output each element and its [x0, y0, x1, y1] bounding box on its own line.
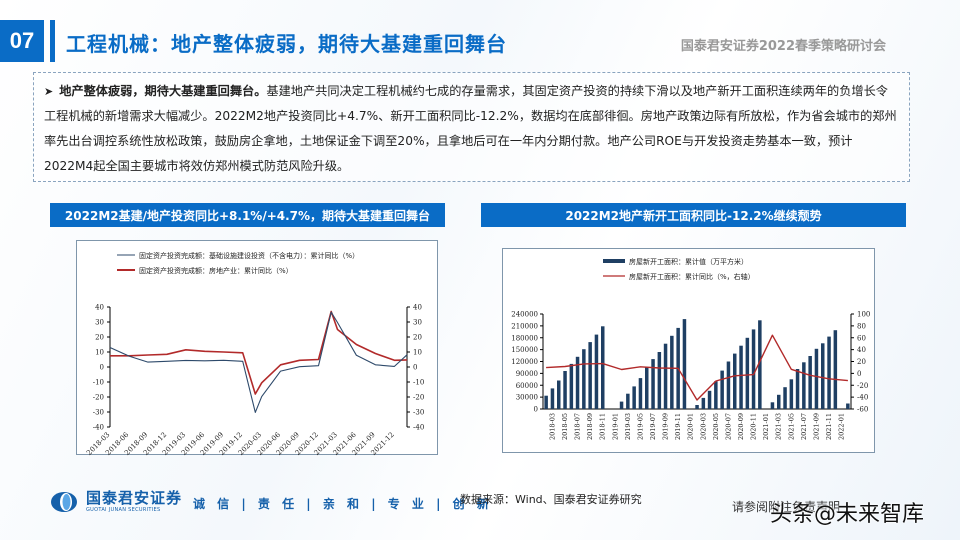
- disclaimer-text: 请参阅附注免责声明: [732, 500, 841, 514]
- svg-text:0: 0: [100, 364, 104, 372]
- svg-text:2021-09: 2021-09: [812, 413, 820, 440]
- right-chart-title: 2022M2地产新开工面积同比-12.2%继续颓势: [481, 203, 906, 227]
- title-accent-bar: [50, 20, 55, 62]
- svg-text:2019-03: 2019-03: [624, 413, 632, 440]
- svg-text:-40: -40: [93, 424, 104, 432]
- summary-lead: 地产整体疲弱，期待大基建重回舞台。: [59, 84, 267, 98]
- svg-text:180000: 180000: [511, 334, 538, 342]
- arrow-right-icon: ➤: [44, 85, 54, 98]
- svg-text:20: 20: [857, 358, 866, 366]
- svg-text:2018-09: 2018-09: [586, 413, 594, 440]
- svg-text:2019-09: 2019-09: [662, 413, 670, 440]
- left-chart-title: 2022M2基建/地产投资同比+8.1%/+4.7%，期待大基建重回舞台: [50, 203, 445, 227]
- svg-text:房屋新开工面积：累计值（万平方米）: 房屋新开工面积：累计值（万平方米）: [629, 257, 748, 266]
- bar-line-chart-svg: 房屋新开工面积：累计值（万平方米） 房屋新开工面积：累计同比（%，右轴） 24000…: [511, 257, 870, 440]
- svg-text:房屋新开工面积：累计同比（%，右轴）: 房屋新开工面积：累计同比（%，右轴）: [629, 272, 755, 281]
- slide-number-badge: 07: [0, 20, 44, 62]
- svg-text:-60: -60: [857, 406, 868, 414]
- svg-text:30: 30: [95, 319, 104, 327]
- svg-text:40: 40: [857, 346, 866, 354]
- slide-header: 07 工程机械：地产整体疲弱，期待大基建重回舞台 国泰君安证券2022春季策略研…: [0, 0, 960, 70]
- svg-text:-40: -40: [857, 394, 868, 402]
- svg-text:-20: -20: [93, 394, 104, 402]
- svg-text:固定资产投资完成额：房地产业：累计同比（%）: 固定资产投资完成额：房地产业：累计同比（%）: [139, 266, 293, 275]
- svg-text:30000: 30000: [516, 394, 538, 402]
- svg-text:-10: -10: [93, 379, 104, 387]
- svg-text:0: 0: [857, 370, 861, 378]
- logo-text-cn: 国泰君安证券: [86, 489, 183, 507]
- infra-realestate-investment-chart: 固定资产投资完成额：基础设施建设投资（不含电力）：累计同比（%） 固定资产投资完成…: [76, 240, 438, 456]
- svg-text:100: 100: [857, 311, 870, 319]
- svg-text:0: 0: [413, 364, 417, 372]
- svg-text:60: 60: [857, 334, 866, 342]
- svg-text:120000: 120000: [511, 358, 538, 366]
- svg-text:2019-11: 2019-11: [674, 413, 682, 440]
- company-logo: 国泰君安证券 GUOTAI JUNAN SECURITIES: [50, 490, 182, 513]
- svg-text:-20: -20: [857, 382, 868, 390]
- svg-text:2020-01: 2020-01: [687, 413, 695, 440]
- svg-text:30: 30: [413, 319, 422, 327]
- svg-text:2020-09: 2020-09: [737, 413, 745, 440]
- event-name: 国泰君安证券2022春季策略研讨会: [680, 39, 886, 54]
- page-title: 工程机械：地产整体疲弱，期待大基建重回舞台: [66, 32, 507, 56]
- svg-text:20: 20: [95, 334, 104, 342]
- line-chart-svg: 固定资产投资完成额：基础设施建设投资（不含电力）：累计同比（%） 固定资产投资完成…: [85, 251, 424, 456]
- svg-text:10: 10: [413, 349, 422, 357]
- new-construction-area-chart: 房屋新开工面积：累计值（万平方米） 房屋新开工面积：累计同比（%，右轴） 24000…: [502, 248, 875, 453]
- svg-text:240000: 240000: [511, 311, 538, 319]
- svg-text:10: 10: [95, 349, 104, 357]
- svg-text:210000: 210000: [511, 322, 538, 330]
- svg-text:150000: 150000: [511, 346, 538, 354]
- data-source: 数据来源：Wind、国泰君安证券研究: [460, 493, 642, 506]
- watermark: 头条@未来智库: [770, 502, 925, 527]
- svg-text:2019-01: 2019-01: [611, 413, 619, 440]
- logo-emblem-icon: [50, 491, 78, 513]
- svg-text:-40: -40: [413, 424, 424, 432]
- svg-text:40: 40: [95, 304, 104, 312]
- svg-text:2020-07: 2020-07: [724, 413, 732, 440]
- svg-text:2020-11: 2020-11: [750, 413, 758, 440]
- svg-text:90000: 90000: [516, 370, 538, 378]
- svg-text:80: 80: [857, 322, 866, 330]
- svg-text:2019-05: 2019-05: [636, 413, 644, 440]
- svg-text:-20: -20: [413, 394, 424, 402]
- svg-text:2018-05: 2018-05: [561, 413, 569, 440]
- svg-text:40: 40: [413, 304, 422, 312]
- svg-text:60000: 60000: [516, 382, 538, 390]
- svg-text:2018-11: 2018-11: [599, 413, 607, 440]
- svg-text:-30: -30: [93, 409, 104, 417]
- svg-text:2021-07: 2021-07: [800, 413, 808, 440]
- summary-body: 基建地产共同决定工程机械约七成的存量需求，其固定资产投资的持续下滑以及地产新开工…: [44, 84, 897, 173]
- svg-text:2021-05: 2021-05: [787, 413, 795, 440]
- svg-text:-10: -10: [413, 379, 424, 387]
- svg-text:-30: -30: [413, 409, 424, 417]
- logo-text-en: GUOTAI JUNAN SECURITIES: [86, 507, 161, 513]
- svg-text:2018-07: 2018-07: [574, 413, 582, 440]
- company-motto: 诚 信 | 责 任 | 亲 和 | 专 业 | 创 新: [193, 497, 493, 511]
- svg-text:2021-03: 2021-03: [775, 413, 783, 440]
- svg-text:2019-07: 2019-07: [649, 413, 657, 440]
- svg-text:2022-01: 2022-01: [838, 413, 846, 440]
- svg-text:2021-11: 2021-11: [825, 413, 833, 440]
- svg-text:2021-01: 2021-01: [762, 413, 770, 440]
- summary-box: ➤ 地产整体疲弱，期待大基建重回舞台。基建地产共同决定工程机械约七成的存量需求，其…: [33, 72, 910, 182]
- svg-text:0: 0: [534, 406, 538, 414]
- svg-text:2020-03: 2020-03: [699, 413, 707, 440]
- svg-text:2018-03: 2018-03: [548, 413, 556, 440]
- svg-text:固定资产投资完成额：基础设施建设投资（不含电力）：累计同比（: 固定资产投资完成额：基础设施建设投资（不含电力）：累计同比（%）: [139, 251, 359, 260]
- svg-text:2020-05: 2020-05: [712, 413, 720, 440]
- svg-text:20: 20: [413, 334, 422, 342]
